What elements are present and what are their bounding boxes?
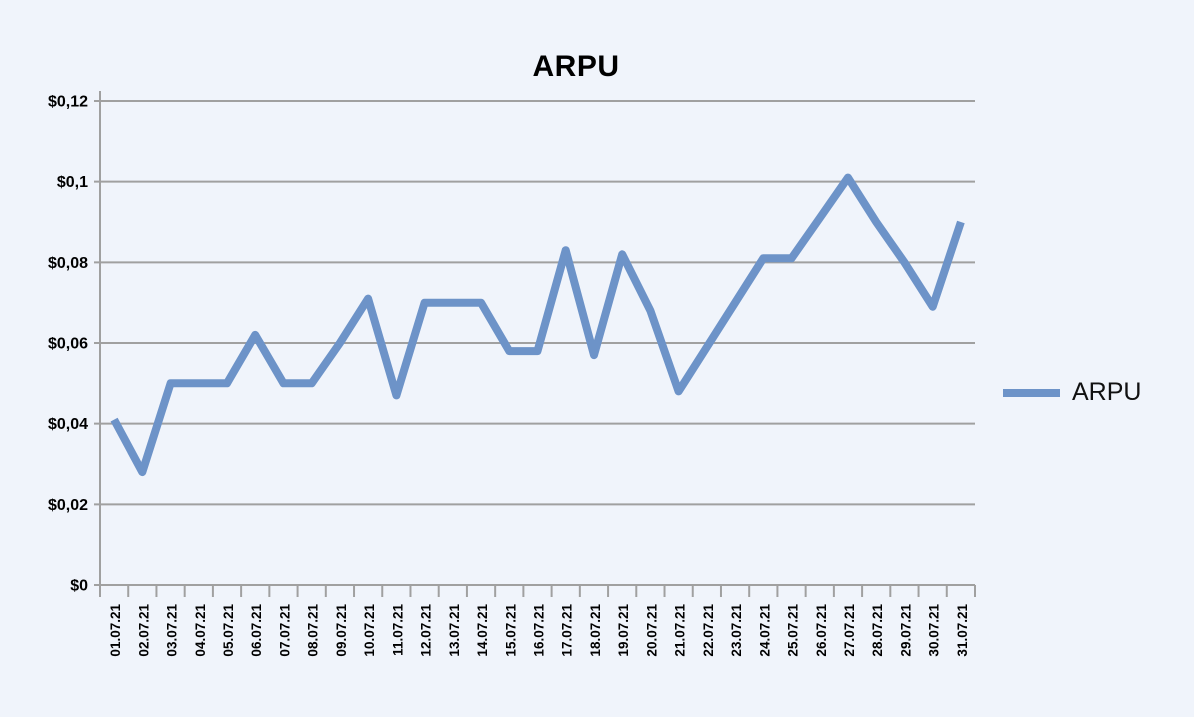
y-axis-tick-label: $0,06 [48, 336, 88, 353]
y-axis-tick-label: $0,04 [48, 416, 88, 433]
x-axis-tick-label: 23.07.21 [729, 604, 744, 657]
y-axis-tick-label: $0,02 [48, 497, 88, 514]
x-axis-tick-label: 15.07.21 [503, 604, 518, 657]
x-axis-tick-label: 07.07.21 [277, 604, 292, 657]
x-axis-tick-label: 05.07.21 [221, 604, 236, 657]
x-axis-tick-label: 13.07.21 [447, 604, 462, 657]
x-axis-tick-label: 29.07.21 [898, 604, 913, 657]
chart-title: ARPU [532, 50, 620, 83]
x-axis-tick-label: 08.07.21 [306, 604, 321, 657]
x-axis-tick-label: 21.07.21 [673, 604, 688, 657]
legend: ARPU [1003, 380, 1141, 405]
x-axis-tick-label: 17.07.21 [560, 604, 575, 657]
x-axis-tick-label: 18.07.21 [588, 604, 603, 657]
x-axis-tick-label: 01.07.21 [108, 604, 123, 657]
x-axis-tick-label: 30.07.21 [927, 604, 942, 657]
y-axis-tick-label: $0,12 [48, 94, 88, 111]
x-axis-tick-label: 19.07.21 [616, 604, 631, 657]
x-axis-tick-label: 09.07.21 [334, 604, 349, 657]
x-axis-tick-label: 24.07.21 [757, 604, 772, 657]
x-axis-tick-label: 28.07.21 [870, 604, 885, 657]
x-axis-tick-label: 02.07.21 [136, 604, 151, 657]
x-axis-tick-label: 25.07.21 [786, 604, 801, 657]
x-axis-tick-label: 10.07.21 [362, 604, 377, 657]
x-axis-tick-label: 31.07.21 [955, 604, 970, 657]
x-axis-tick-label: 22.07.21 [701, 604, 716, 657]
x-axis-tick-label: 16.07.21 [532, 604, 547, 657]
x-axis-tick-label: 04.07.21 [193, 604, 208, 657]
legend-series-label: ARPU [1072, 378, 1142, 406]
x-axis-tick-label: 20.07.21 [644, 604, 659, 657]
y-axis-tick-label: $0 [70, 578, 88, 595]
x-axis-tick-label: 26.07.21 [814, 604, 829, 657]
x-axis-tick-label: 11.07.21 [390, 604, 405, 656]
x-axis-tick-label: 14.07.21 [475, 604, 490, 657]
y-axis-tick-label: $0,1 [57, 174, 88, 191]
x-axis-tick-label: 06.07.21 [249, 604, 264, 657]
y-axis-tick-label: $0,08 [48, 255, 88, 272]
legend-line-swatch [1003, 388, 1060, 397]
x-axis-tick-label: 12.07.21 [419, 604, 434, 657]
x-axis-tick-label: 27.07.21 [842, 604, 857, 657]
x-axis-tick-label: 03.07.21 [165, 604, 180, 657]
arpu-series-line [110, 173, 965, 477]
